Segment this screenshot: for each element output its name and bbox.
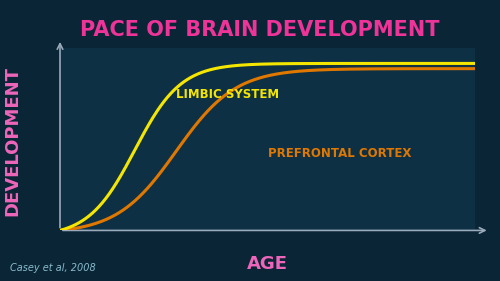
Text: AGE: AGE bbox=[247, 255, 288, 273]
Text: PREFRONTAL CORTEX: PREFRONTAL CORTEX bbox=[268, 147, 411, 160]
Text: LIMBIC SYSTEM: LIMBIC SYSTEM bbox=[176, 88, 280, 101]
Text: Casey et al, 2008: Casey et al, 2008 bbox=[10, 262, 96, 273]
Text: PACE OF BRAIN DEVELOPMENT: PACE OF BRAIN DEVELOPMENT bbox=[80, 20, 440, 40]
Text: DEVELOPMENT: DEVELOPMENT bbox=[4, 65, 22, 216]
